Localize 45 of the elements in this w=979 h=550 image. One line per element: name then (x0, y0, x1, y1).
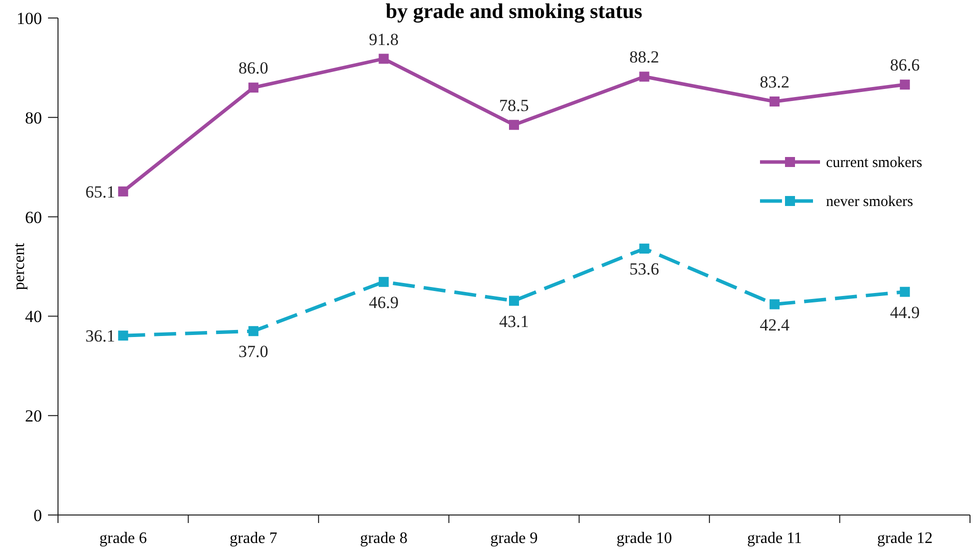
data-label: 36.1 (85, 326, 116, 346)
data-label: 86.6 (890, 56, 920, 75)
point (509, 120, 519, 130)
point (378, 276, 389, 287)
data-label: 43.1 (499, 312, 529, 331)
chart-title: by grade and smoking status (386, 0, 642, 23)
data-label: 83.2 (760, 72, 790, 92)
data-label: 91.8 (368, 30, 399, 49)
y-tick-label: 0 (34, 506, 42, 525)
point (900, 80, 910, 90)
point (118, 330, 128, 341)
y-tick-label: 40 (25, 307, 42, 326)
point (770, 299, 780, 310)
data-label: 78.5 (499, 96, 529, 115)
data-label: 44.9 (890, 302, 920, 322)
point (509, 296, 519, 306)
point (900, 286, 910, 297)
x-tick-label: grade 7 (230, 530, 278, 547)
data-label: 42.4 (760, 315, 790, 334)
y-tick-label: 60 (25, 208, 42, 227)
data-label: 37.0 (238, 342, 268, 362)
data-label: 53.6 (629, 260, 660, 279)
point (378, 54, 389, 64)
y-tick-label: 20 (25, 406, 42, 426)
point (639, 244, 650, 254)
y-tick-label: 80 (25, 108, 42, 128)
y-tick-label: 100 (16, 9, 42, 28)
legend-label: current smokers (826, 155, 922, 171)
x-tick-label: grade 11 (747, 530, 802, 547)
x-tick-label: grade 12 (877, 530, 933, 547)
data-label: 46.9 (368, 292, 399, 312)
x-tick-label: grade 8 (360, 530, 408, 547)
x-tick-label: grade 9 (490, 530, 538, 547)
x-tick-label: grade 6 (99, 530, 147, 547)
y-axis-title: percent (11, 242, 28, 290)
data-label: 86.0 (238, 58, 268, 78)
data-label: 65.1 (85, 182, 116, 202)
point (248, 326, 258, 336)
data-label: 88.2 (629, 48, 660, 67)
point (118, 186, 128, 196)
point (639, 72, 650, 82)
legend-label: never smokers (826, 194, 914, 210)
point (248, 82, 258, 93)
point (770, 96, 780, 106)
x-tick-label: grade 10 (616, 530, 672, 547)
